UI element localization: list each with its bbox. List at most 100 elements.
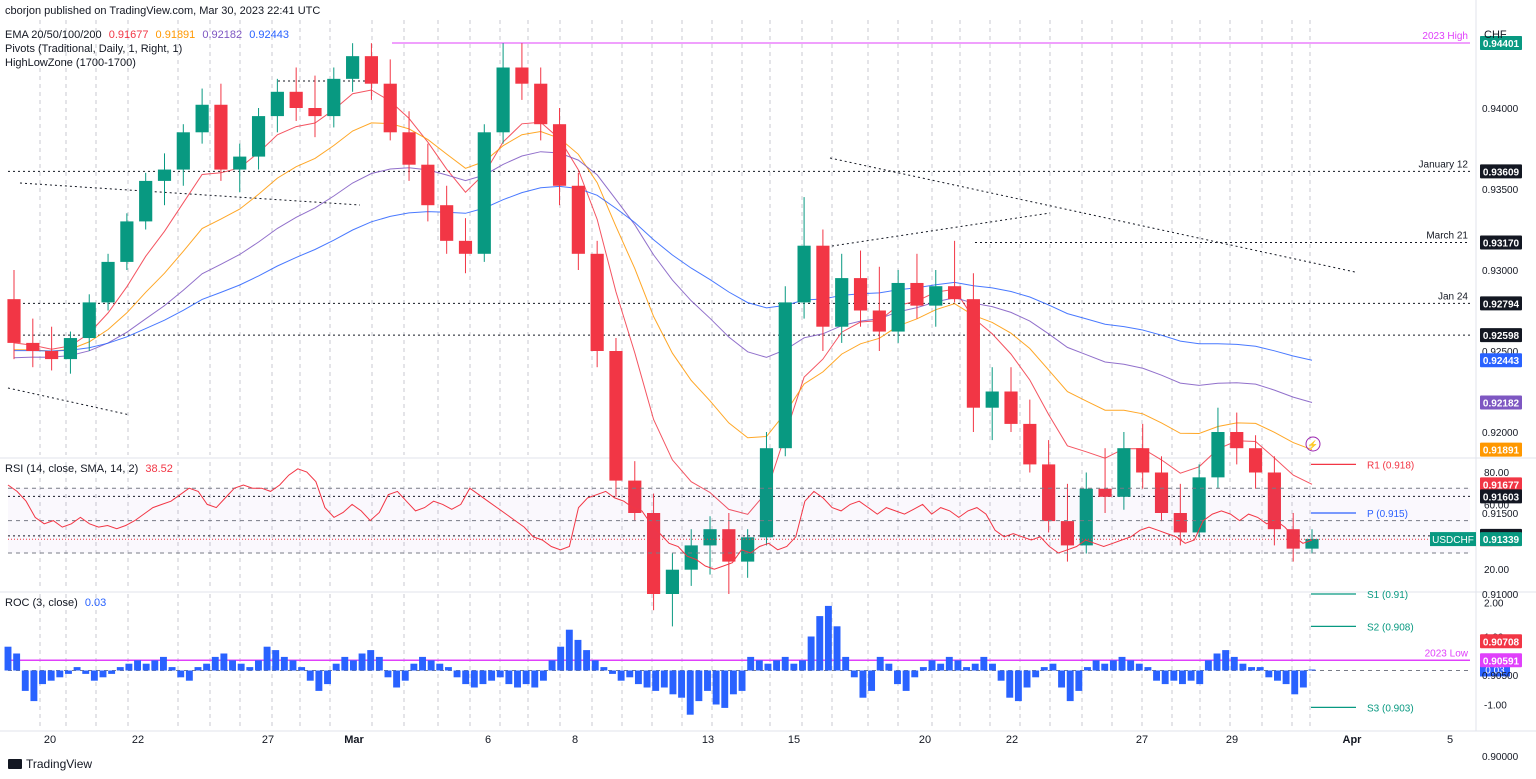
level-label: Jan 24 [1438, 291, 1468, 302]
roc-bar [1161, 670, 1169, 685]
candle-body [1154, 472, 1169, 513]
roc-bar [850, 670, 858, 678]
roc-bar [669, 670, 677, 695]
highlowzone-legend[interactable]: HighLowZone (1700-1700) [5, 57, 136, 69]
roc-bar [686, 670, 694, 715]
price-badge [1480, 235, 1522, 250]
roc-tick-label: -1.00 [1484, 701, 1507, 712]
roc-bar [660, 670, 668, 688]
price-badge-text: 0.92598 [1483, 331, 1520, 342]
roc-bar [436, 663, 444, 671]
roc-bar [462, 670, 470, 685]
roc-bar [185, 670, 193, 681]
candle-body [421, 164, 435, 206]
roc-bar [4, 646, 12, 671]
candle-body [1211, 432, 1225, 478]
roc-bar [531, 670, 539, 688]
roc-bar [721, 670, 729, 708]
ema-legend-label: EMA 20/50/100/200 [5, 29, 102, 41]
pivots-legend[interactable]: Pivots (Traditional, Daily, 1, Right, 1) [5, 43, 183, 55]
time-tick-label: 15 [788, 734, 800, 746]
candle-body [1079, 488, 1093, 546]
roc-bar [626, 670, 634, 678]
roc-bar [168, 667, 176, 671]
ema-line-3 [13, 151, 1313, 403]
price-tick-label: 0.93500 [1482, 185, 1519, 196]
tradingview-logo[interactable]: TradingView [8, 757, 92, 771]
candle-body [571, 185, 585, 254]
roc-bar [1101, 663, 1109, 671]
pivot-label: S2 (0.908) [1367, 622, 1414, 633]
roc-bar [108, 670, 116, 674]
candle-body [1098, 488, 1112, 497]
roc-bar [496, 670, 504, 678]
price-badge-text: 0.90591 [1483, 656, 1520, 667]
price-badge [1480, 353, 1522, 368]
candle-body [947, 286, 962, 300]
roc-bar [833, 626, 841, 671]
level-label: January 12 [1419, 159, 1469, 170]
candle-body [741, 537, 755, 562]
roc-bar [116, 667, 124, 671]
price-badge-text: 0.91677 [1483, 480, 1520, 491]
candle-body [120, 221, 134, 262]
roc-bar [1291, 670, 1299, 695]
time-tick-label: 13 [702, 734, 714, 746]
roc-bar [1144, 667, 1152, 671]
roc-bar [997, 670, 1005, 681]
roc-bar [82, 670, 90, 674]
roc-bar [980, 656, 988, 671]
time-tick-label: 22 [132, 734, 144, 746]
roc-bar [1049, 663, 1057, 671]
roc-bar [781, 656, 789, 671]
candle-body [383, 83, 397, 133]
roc-bar [729, 670, 737, 695]
roc-bar [194, 667, 202, 671]
candle-body [534, 83, 548, 125]
roc-bar [600, 667, 608, 671]
roc-bar [747, 656, 755, 671]
roc-bar [358, 653, 366, 671]
candle-body [477, 132, 491, 254]
time-tick-label: Mar [344, 734, 364, 746]
time-tick-label: 20 [44, 734, 56, 746]
roc-bar [919, 667, 927, 671]
price-badge-text: 0.92794 [1483, 299, 1520, 310]
ema-legend[interactable]: EMA 20/50/100/200 0.91677 0.91891 0.9218… [5, 29, 289, 41]
candle-body [590, 253, 604, 351]
roc-bar [704, 670, 711, 691]
trendline [831, 212, 1051, 247]
publisher-line: cborjon published on TradingView.com, Ma… [5, 5, 321, 17]
roc-bar [1109, 660, 1117, 671]
rsi-tick-label: 80.00 [1484, 468, 1509, 479]
roc-bar [609, 670, 616, 674]
candle-body [157, 169, 172, 181]
roc-bar [1256, 667, 1264, 671]
roc-bar [1187, 670, 1195, 681]
roc-bar [1014, 670, 1022, 702]
rsi-tick-label: 60.00 [1484, 500, 1509, 511]
roc-bar [349, 660, 357, 671]
candle-body [195, 104, 209, 133]
roc-bar [557, 646, 565, 671]
price-badge [1480, 489, 1522, 504]
roc-bar [885, 663, 893, 671]
roc-bar [1058, 670, 1066, 688]
roc-bar [134, 660, 141, 671]
price-badge-text: 0.91339 [1483, 535, 1520, 546]
trendline [829, 157, 1356, 273]
roc-legend[interactable]: ROC (3, close) 0.03 [5, 597, 106, 609]
roc-bar [816, 616, 824, 671]
candle-body [1192, 477, 1206, 533]
pivot-label: R1 (0.918) [1367, 460, 1414, 471]
rsi-legend[interactable]: RSI (14, close, SMA, 14, 2) 38.52 [5, 463, 173, 475]
candle-body [985, 391, 999, 408]
roc-bar [272, 650, 280, 671]
roc-bar [842, 656, 850, 671]
roc-bar [254, 660, 262, 671]
candle-body [759, 448, 774, 538]
roc-bar [13, 653, 21, 671]
roc-bar [738, 670, 746, 691]
roc-bar [1204, 660, 1212, 671]
price-badge [1480, 296, 1522, 311]
